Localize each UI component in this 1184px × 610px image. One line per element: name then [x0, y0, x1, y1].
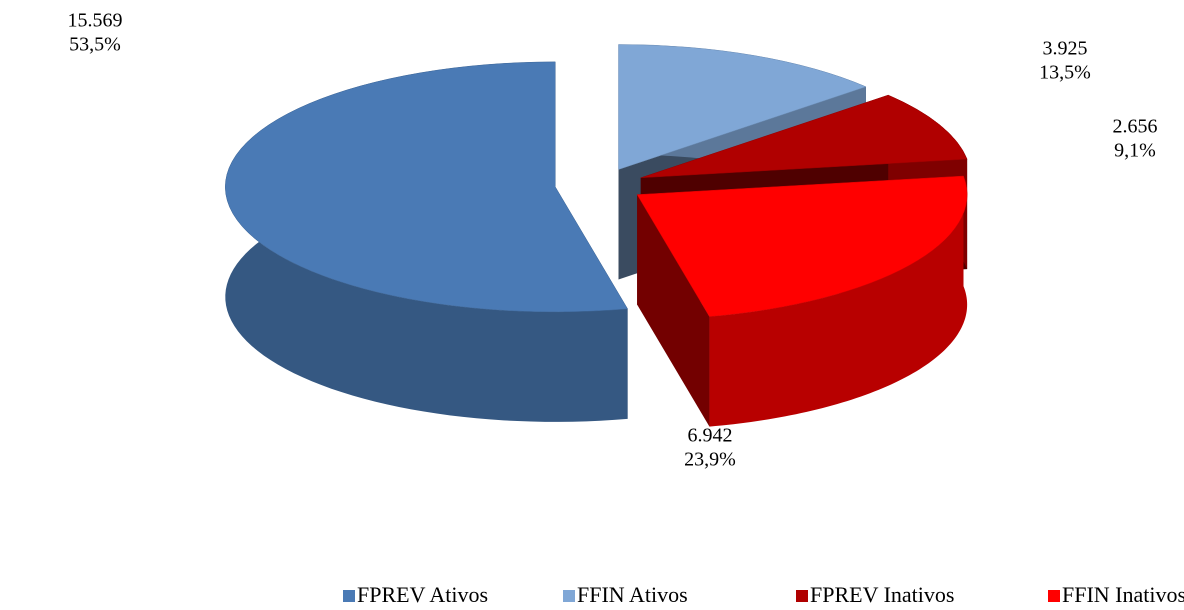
percent-label: 13,5% [1039, 62, 1091, 84]
legend-swatch [1048, 590, 1060, 602]
slice [225, 61, 629, 422]
slice-side [709, 176, 968, 427]
value-label: 3.925 [1043, 38, 1088, 60]
slice-top [636, 175, 968, 317]
legend-label: FPREV Ativos [357, 582, 488, 607]
value-label: 2.656 [1113, 116, 1158, 138]
percent-label: 23,9% [684, 449, 736, 471]
value-label: 6.942 [688, 425, 733, 447]
slice-top [640, 94, 968, 179]
slice-wall [637, 194, 710, 427]
legend-label: FFIN Inativos [1062, 582, 1184, 607]
value-label: 15.569 [68, 10, 123, 32]
legend-swatch [563, 590, 575, 602]
slice-top [225, 61, 629, 313]
legend-swatch [796, 590, 808, 602]
slice [636, 175, 968, 427]
legend-swatch [343, 590, 355, 602]
percent-label: 53,5% [69, 34, 121, 56]
percent-label: 9,1% [1114, 140, 1156, 162]
legend-label: FFIN Ativos [577, 582, 688, 607]
slice-top [618, 44, 867, 170]
legend-label: FPREV Inativos [810, 582, 954, 607]
